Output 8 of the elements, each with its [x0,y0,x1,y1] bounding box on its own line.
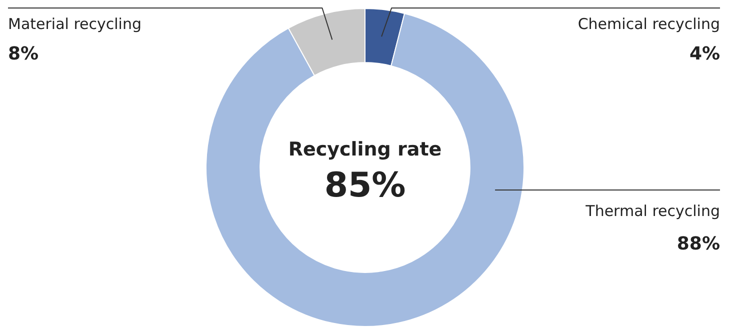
text: 85% [324,165,406,206]
slice-label: Material recycling [8,14,142,33]
data-label: 88% [676,234,720,255]
data-label: 8% [8,44,39,65]
text: Recycling rate [288,138,442,160]
data-label: 4% [689,44,720,65]
slice-label: Chemical recycling [578,14,720,33]
slice-label: Thermal recycling [584,202,720,220]
